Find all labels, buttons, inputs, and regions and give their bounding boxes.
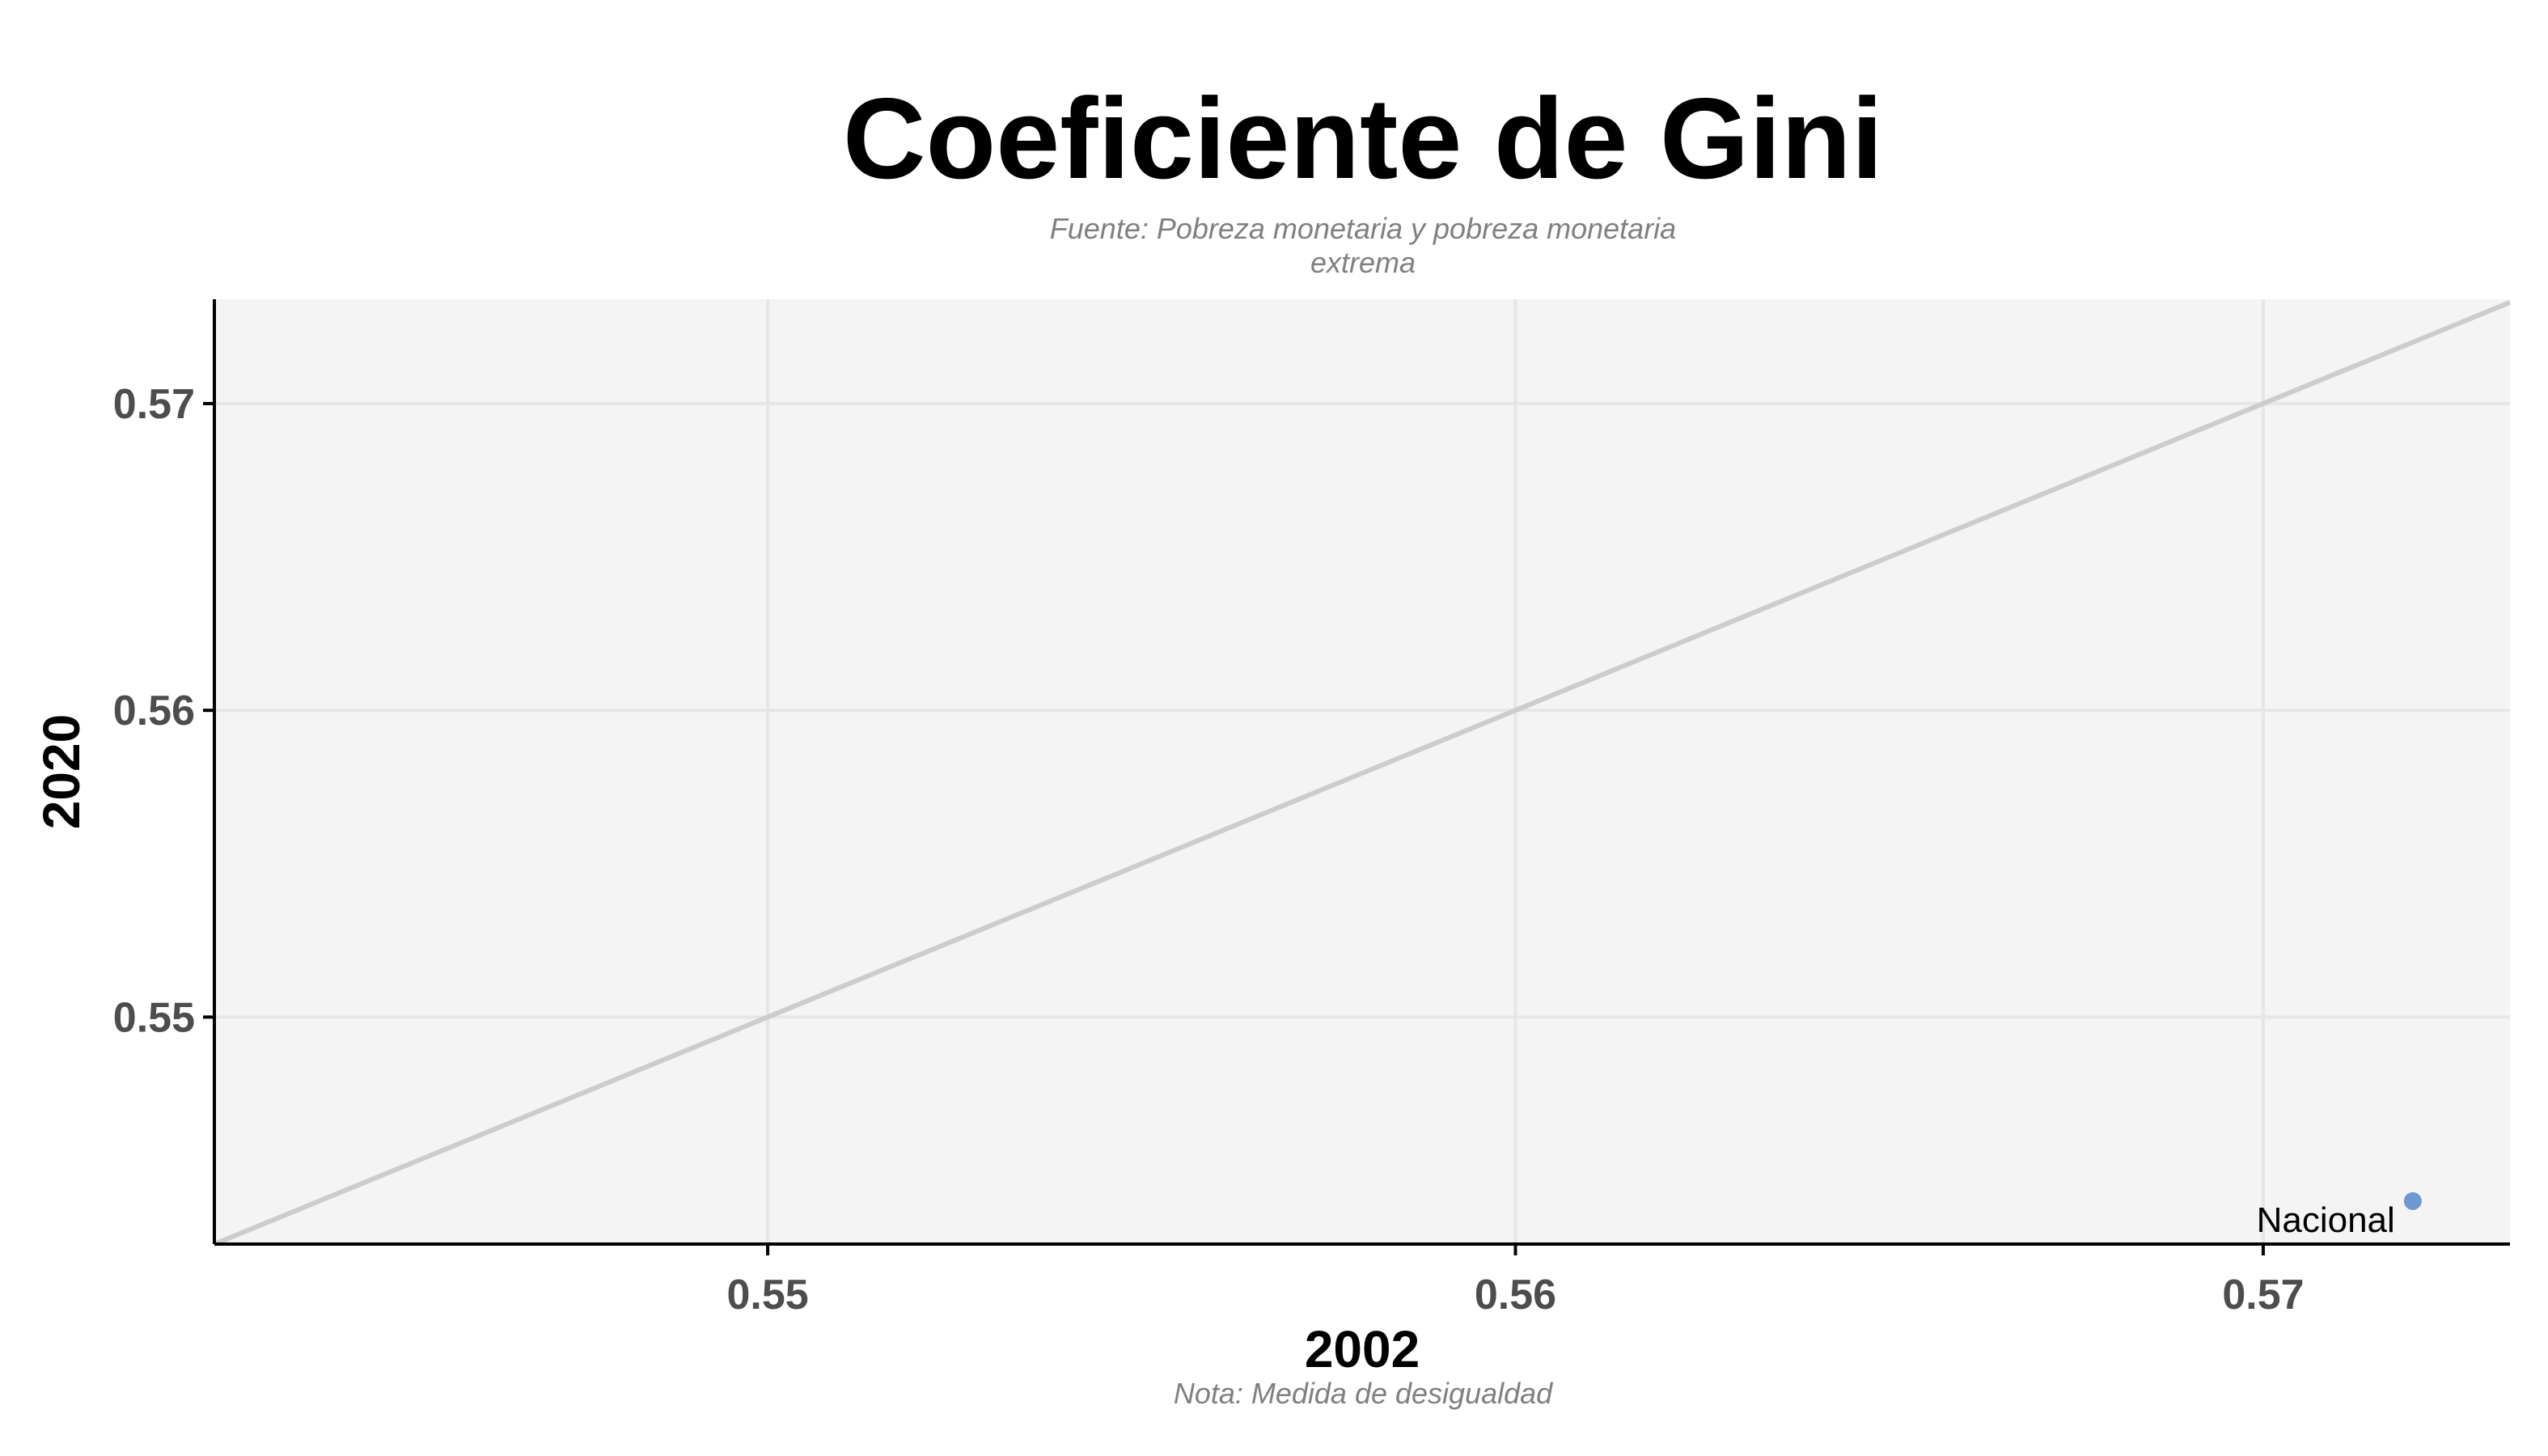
x-axis-title: 2002: [1305, 1320, 1420, 1378]
y-axis-title: 2020: [32, 714, 91, 829]
x-tick-label: 0.55: [726, 1272, 808, 1318]
x-tick-label: 0.57: [2222, 1272, 2304, 1318]
reference-line: [213, 300, 2512, 1246]
axes: [203, 299, 2510, 1255]
chart-caption: Nota: Medida de desigualdad: [1173, 1377, 1553, 1410]
data-point: [2403, 1191, 2422, 1210]
reference-line-group: [213, 300, 2512, 1246]
grid-lines: [214, 299, 2510, 1244]
tick-labels: 0.55 0.56 0.57 0.55 0.56 0.57: [113, 381, 2305, 1318]
y-tick-label: 0.55: [113, 994, 195, 1041]
data-point-label: Nacional: [2257, 1200, 2395, 1240]
chart-subtitle: Fuente: Pobreza monetaria y pobreza mone…: [999, 212, 1727, 280]
data-points: Nacional: [2257, 1191, 2422, 1240]
chart-subtitle-line-2: extrema: [1310, 246, 1416, 279]
x-tick-label: 0.56: [1475, 1272, 1556, 1318]
y-tick-label: 0.56: [113, 688, 195, 734]
chart-title: Coeficiente de Gini: [842, 74, 1884, 203]
y-tick-label: 0.57: [113, 381, 195, 428]
chart-subtitle-line-1: Fuente: Pobreza monetaria y pobreza mone…: [1049, 212, 1677, 245]
